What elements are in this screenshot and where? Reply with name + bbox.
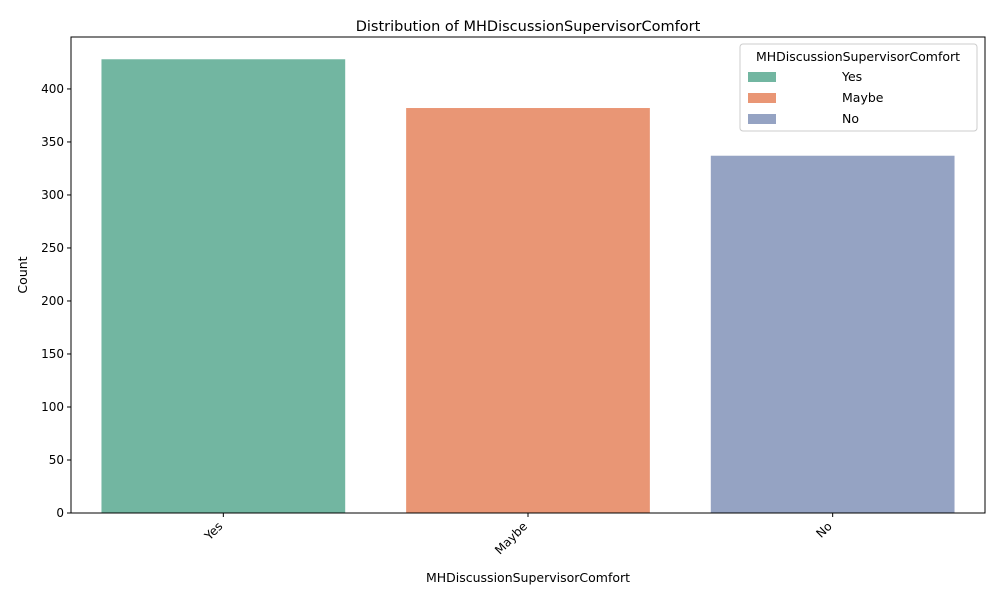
x-tick-label-maybe: Maybe [492,519,530,557]
y-tick-label: 350 [41,135,64,149]
bars-group [101,59,955,514]
legend-swatch-maybe [748,93,776,103]
y-tick-label: 400 [41,82,64,96]
y-axis: 0 50 100 150 200 250 300 350 400 [41,82,71,520]
legend-title: MHDiscussionSupervisorComfort [756,49,960,64]
legend-label-no: No [842,111,859,126]
y-tick-label: 150 [41,347,64,361]
legend: MHDiscussionSupervisorComfort Yes Maybe No [739,43,978,132]
legend-swatch-no [748,114,776,124]
y-tick-label: 0 [56,506,64,520]
plot-frame [70,36,986,514]
legend-box [739,43,978,132]
y-tick-label: 50 [49,453,64,467]
x-tick-label-yes: Yes [201,519,225,543]
y-axis-label: Count [15,256,30,293]
x-tick-label-no: No [813,519,834,540]
chart-title: Distribution of MHDiscussionSupervisorCo… [356,19,701,35]
y-tick-label: 300 [41,188,64,202]
y-tick-label: 200 [41,294,64,308]
bar-yes [101,59,346,513]
y-tick-label: 100 [41,400,64,414]
legend-swatch-yes [748,72,776,82]
legend-label-maybe: Maybe [842,90,884,105]
x-axis: Yes Maybe No [201,513,835,557]
y-tick-label: 250 [41,241,64,255]
legend-label-yes: Yes [841,69,862,84]
bar-no [710,155,955,514]
x-axis-label: MHDiscussionSupervisorComfort [426,570,630,585]
bar-maybe [406,108,650,513]
